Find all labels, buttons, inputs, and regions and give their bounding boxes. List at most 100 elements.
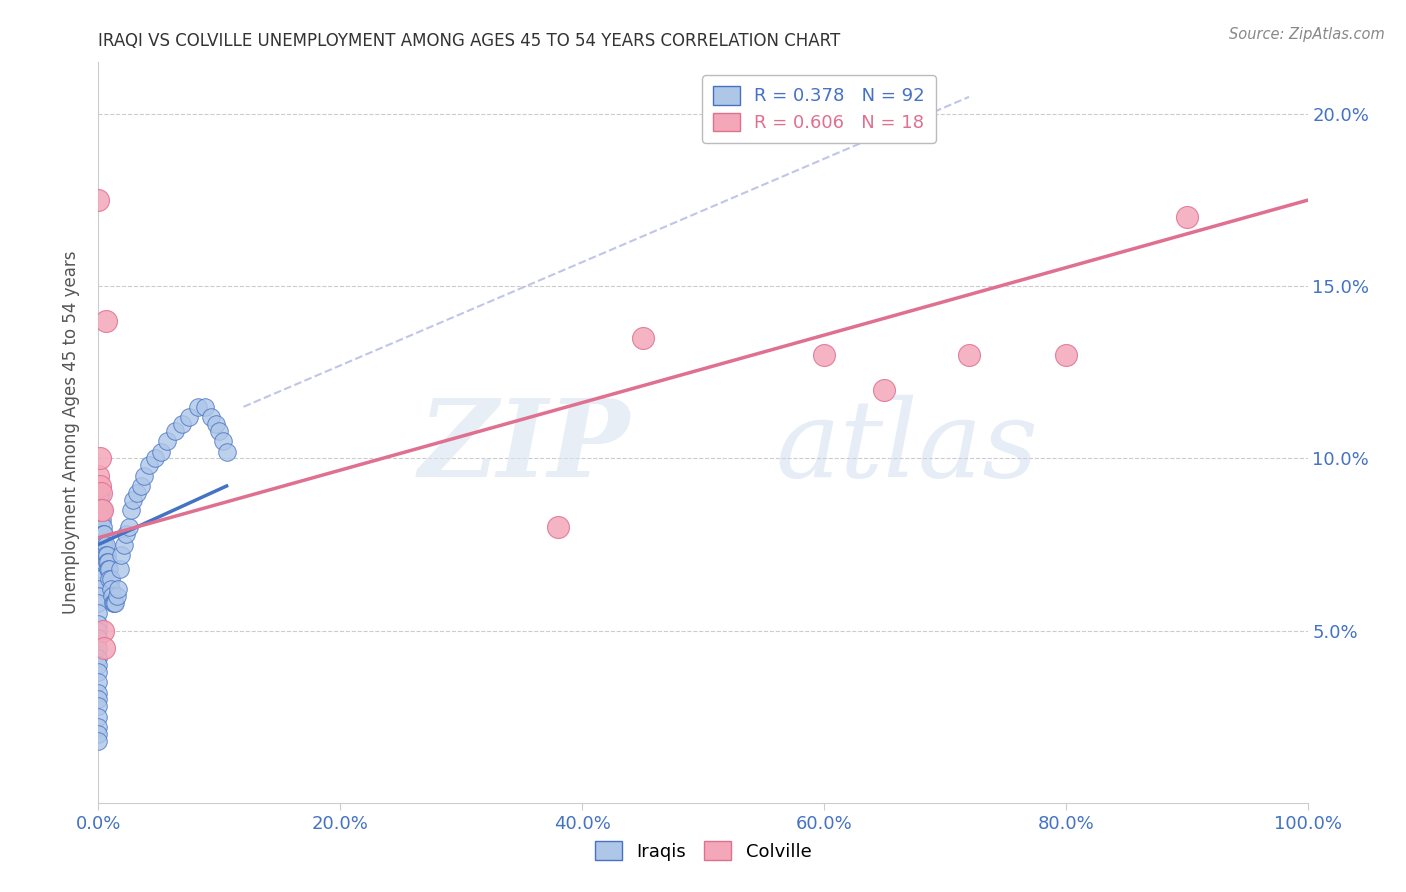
Point bbox=[716, 90, 738, 104]
Point bbox=[87, 572, 110, 586]
Point bbox=[87, 658, 110, 673]
Point bbox=[93, 527, 115, 541]
Point bbox=[87, 734, 110, 748]
Point bbox=[90, 486, 112, 500]
Point bbox=[87, 709, 110, 723]
Point bbox=[98, 572, 121, 586]
Point bbox=[91, 503, 114, 517]
Point bbox=[87, 624, 110, 638]
Point bbox=[97, 555, 120, 569]
Point bbox=[87, 692, 110, 706]
Point bbox=[101, 596, 124, 610]
Point bbox=[89, 486, 111, 500]
Point bbox=[89, 513, 111, 527]
Point bbox=[87, 640, 110, 655]
Point bbox=[156, 434, 179, 449]
Point bbox=[87, 675, 110, 690]
Point bbox=[93, 555, 115, 569]
Point bbox=[208, 424, 231, 438]
Point bbox=[87, 665, 110, 679]
Point bbox=[118, 520, 141, 534]
Point bbox=[87, 589, 110, 603]
Point bbox=[104, 596, 127, 610]
Point bbox=[87, 727, 110, 741]
Point bbox=[547, 520, 569, 534]
Point bbox=[631, 331, 654, 345]
Point bbox=[90, 537, 112, 551]
Point bbox=[100, 589, 122, 603]
Point bbox=[150, 444, 173, 458]
Point bbox=[107, 582, 129, 597]
Point bbox=[87, 582, 110, 597]
Point bbox=[115, 527, 138, 541]
Point bbox=[87, 631, 110, 645]
Point bbox=[91, 513, 114, 527]
Point bbox=[110, 548, 132, 562]
Point bbox=[1175, 211, 1198, 225]
Point bbox=[100, 582, 122, 597]
Text: Source: ZipAtlas.com: Source: ZipAtlas.com bbox=[1229, 27, 1385, 42]
Point bbox=[87, 596, 110, 610]
Point bbox=[103, 596, 125, 610]
Point bbox=[89, 503, 111, 517]
Point bbox=[90, 503, 112, 517]
Point bbox=[129, 479, 152, 493]
Point bbox=[87, 607, 110, 621]
Point bbox=[91, 520, 114, 534]
Point bbox=[94, 314, 117, 328]
Point bbox=[813, 348, 835, 362]
Point bbox=[143, 451, 166, 466]
Point bbox=[122, 492, 145, 507]
Point bbox=[120, 503, 142, 517]
Point bbox=[87, 492, 110, 507]
Point bbox=[93, 537, 115, 551]
Point bbox=[96, 555, 118, 569]
Point bbox=[87, 720, 110, 734]
Point bbox=[87, 520, 110, 534]
Point bbox=[215, 444, 238, 458]
Point bbox=[873, 383, 896, 397]
Point bbox=[97, 561, 120, 575]
Point bbox=[957, 348, 980, 362]
Point bbox=[93, 548, 115, 562]
Point bbox=[87, 685, 110, 699]
Point bbox=[194, 400, 217, 414]
Point bbox=[90, 486, 112, 500]
Text: IRAQI VS COLVILLE UNEMPLOYMENT AMONG AGES 45 TO 54 YEARS CORRELATION CHART: IRAQI VS COLVILLE UNEMPLOYMENT AMONG AGE… bbox=[98, 32, 841, 50]
Point bbox=[91, 537, 114, 551]
Text: atlas: atlas bbox=[776, 395, 1039, 500]
Point bbox=[91, 537, 114, 551]
Point bbox=[112, 537, 135, 551]
Point bbox=[90, 527, 112, 541]
Point bbox=[96, 548, 118, 562]
Point bbox=[87, 503, 110, 517]
Point bbox=[1054, 348, 1077, 362]
Point bbox=[87, 651, 110, 665]
Point bbox=[170, 417, 193, 431]
Point bbox=[89, 492, 111, 507]
Point bbox=[90, 503, 112, 517]
Point bbox=[87, 513, 110, 527]
Text: ZIP: ZIP bbox=[419, 394, 630, 500]
Point bbox=[187, 400, 209, 414]
Y-axis label: Unemployment Among Ages 45 to 54 years: Unemployment Among Ages 45 to 54 years bbox=[62, 251, 80, 615]
Point bbox=[87, 193, 110, 207]
Point bbox=[89, 479, 111, 493]
Point bbox=[200, 410, 222, 425]
Point bbox=[94, 537, 117, 551]
Point bbox=[87, 561, 110, 575]
Point bbox=[98, 561, 121, 575]
Point bbox=[179, 410, 201, 425]
Point bbox=[105, 589, 128, 603]
Point bbox=[90, 548, 112, 562]
Point bbox=[212, 434, 235, 449]
Point bbox=[138, 458, 160, 473]
Point bbox=[163, 424, 186, 438]
Point bbox=[87, 468, 110, 483]
Point bbox=[204, 417, 226, 431]
Point bbox=[91, 527, 114, 541]
Point bbox=[87, 527, 110, 541]
Point bbox=[87, 537, 110, 551]
Point bbox=[89, 451, 111, 466]
Point bbox=[87, 486, 110, 500]
